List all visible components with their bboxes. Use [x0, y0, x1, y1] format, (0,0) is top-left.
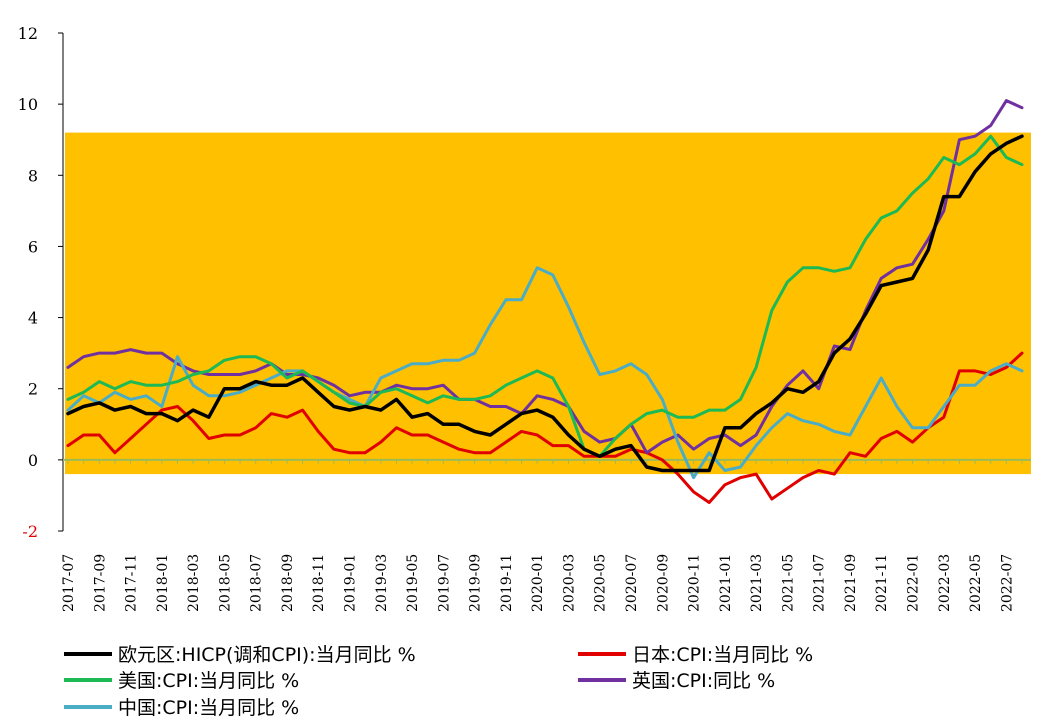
x-tick-label: 2018-11: [311, 554, 327, 612]
series-line-2: [66, 134, 1024, 458]
y-tick-label: 8: [28, 166, 38, 185]
x-tick-label: 2018-05: [217, 554, 233, 612]
highlight-band: [65, 132, 1031, 475]
x-tick-label: 2018-09: [280, 554, 296, 612]
x-axis-tick-labels: 2017-07 2017-09 2017-11 2018-01 2018-03 2018-…: [61, 459, 1023, 612]
y-axis-ticks: -2 0 2 4 6 8 10 12: [18, 24, 63, 541]
x-tick-label: 2018-01: [155, 554, 171, 612]
y-tick-label: 10: [18, 95, 38, 114]
x-tick-label: 2021-01: [718, 554, 734, 612]
x-tick-label: 2022-03: [937, 554, 953, 612]
series-line-0: [66, 134, 1024, 473]
x-tick-label: 2018-07: [249, 554, 265, 612]
x-tick-label: 2017-07: [61, 554, 77, 612]
x-tick-label: 2020-07: [624, 554, 640, 612]
y-tick-label: -2: [22, 522, 38, 541]
x-tick-label: 2019-07: [436, 554, 452, 612]
y-tick-label: 2: [28, 380, 38, 399]
x-tick-label: 2017-11: [124, 554, 140, 612]
x-tick-label: 2020-03: [561, 554, 577, 612]
x-tick-label: 2022-05: [968, 554, 984, 612]
y-tick-label: 12: [18, 24, 38, 43]
x-tick-label: 2022-07: [999, 554, 1015, 612]
x-tick-label: 2021-05: [780, 554, 796, 612]
x-tick-label: 2017-09: [92, 554, 108, 612]
series-line-1: [66, 351, 1024, 504]
x-tick-label: 2020-09: [655, 554, 671, 612]
x-tick-label: 2018-03: [186, 554, 202, 612]
series-lines: [66, 99, 1024, 504]
x-tick-label: 2021-07: [812, 554, 828, 612]
x-tick-label: 2022-01: [906, 554, 922, 612]
x-tick-label: 2019-11: [499, 554, 515, 612]
x-tick-label: 2019-01: [343, 554, 359, 612]
x-tick-label: 2019-09: [468, 554, 484, 612]
x-tick-label: 2021-11: [874, 554, 890, 612]
x-tick-label: 2019-05: [405, 554, 421, 612]
x-tick-label: 2021-09: [843, 554, 859, 612]
y-tick-label: 4: [28, 309, 38, 328]
x-tick-label: 2019-03: [374, 554, 390, 612]
x-tick-label: 2020-05: [593, 554, 609, 612]
x-tick-label: 2020-01: [530, 554, 546, 612]
y-tick-label: 6: [28, 237, 38, 256]
y-tick-label: 0: [28, 451, 38, 470]
series-line-4: [66, 266, 1024, 480]
x-tick-label: 2020-11: [687, 554, 703, 612]
x-tick-label: 2021-03: [749, 554, 765, 612]
